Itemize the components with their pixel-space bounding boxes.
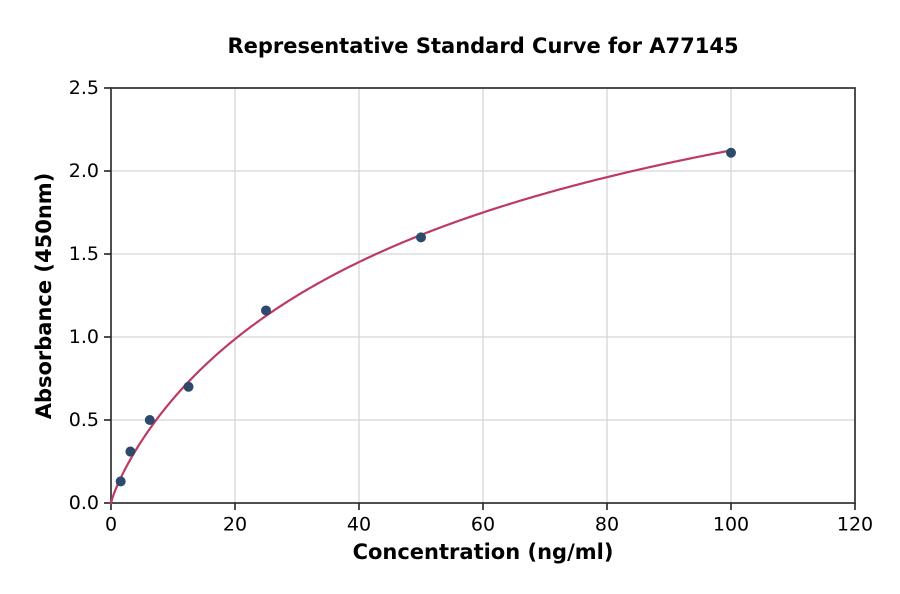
x-tick-label: 100	[713, 514, 749, 536]
x-tick-label: 20	[223, 514, 247, 536]
data-point	[115, 476, 126, 487]
y-tick-label: 1.5	[69, 243, 99, 265]
y-tick-label: 2.5	[69, 77, 99, 99]
data-point	[261, 305, 271, 316]
tick-marks	[104, 87, 856, 510]
data-point	[183, 381, 194, 392]
chart-title: Representative Standard Curve for A77145	[227, 34, 739, 58]
x-tick-label: 0	[105, 514, 117, 536]
data-point	[125, 446, 136, 457]
data-points	[115, 147, 736, 487]
y-tick-label: 0.0	[69, 492, 99, 514]
x-tick-label: 60	[471, 514, 495, 536]
data-point	[144, 415, 155, 425]
data-point	[726, 147, 736, 158]
fit-curve	[109, 149, 733, 505]
data-point	[416, 232, 426, 243]
x-tick-label: 120	[837, 514, 873, 536]
y-tick-label: 0.5	[69, 409, 99, 431]
tick-labels: 0 20 40 60 80 100 120 0.0 0.5 1.0 1.5 2.0 2.5	[69, 77, 873, 536]
x-tick-label: 40	[347, 514, 371, 536]
gridlines	[110, 87, 856, 504]
x-axis-label: Concentration (ng/ml)	[352, 540, 614, 564]
x-tick-label: 80	[595, 514, 619, 536]
y-tick-label: 1.0	[69, 326, 99, 348]
y-tick-label: 2.0	[69, 160, 99, 182]
